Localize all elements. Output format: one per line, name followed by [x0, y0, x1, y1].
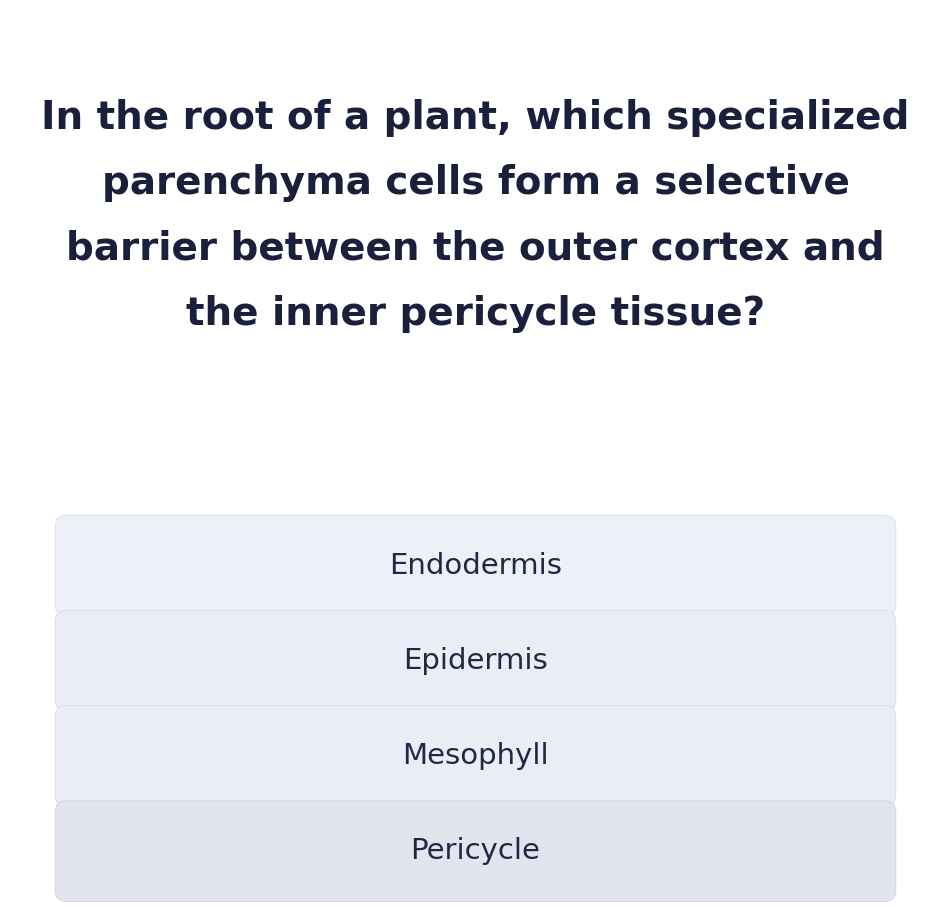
Text: the inner pericycle tissue?: the inner pericycle tissue?	[186, 295, 765, 333]
Text: In the root of a plant, which specialized: In the root of a plant, which specialize…	[41, 99, 910, 137]
Text: parenchyma cells form a selective: parenchyma cells form a selective	[102, 164, 849, 202]
Text: Epidermis: Epidermis	[403, 647, 548, 675]
FancyBboxPatch shape	[55, 610, 896, 711]
Text: Mesophyll: Mesophyll	[402, 742, 549, 770]
Text: Pericycle: Pericycle	[411, 837, 540, 865]
Text: barrier between the outer cortex and: barrier between the outer cortex and	[67, 229, 884, 268]
FancyBboxPatch shape	[55, 801, 896, 902]
FancyBboxPatch shape	[55, 515, 896, 616]
Text: Endodermis: Endodermis	[389, 551, 562, 580]
FancyBboxPatch shape	[55, 706, 896, 806]
